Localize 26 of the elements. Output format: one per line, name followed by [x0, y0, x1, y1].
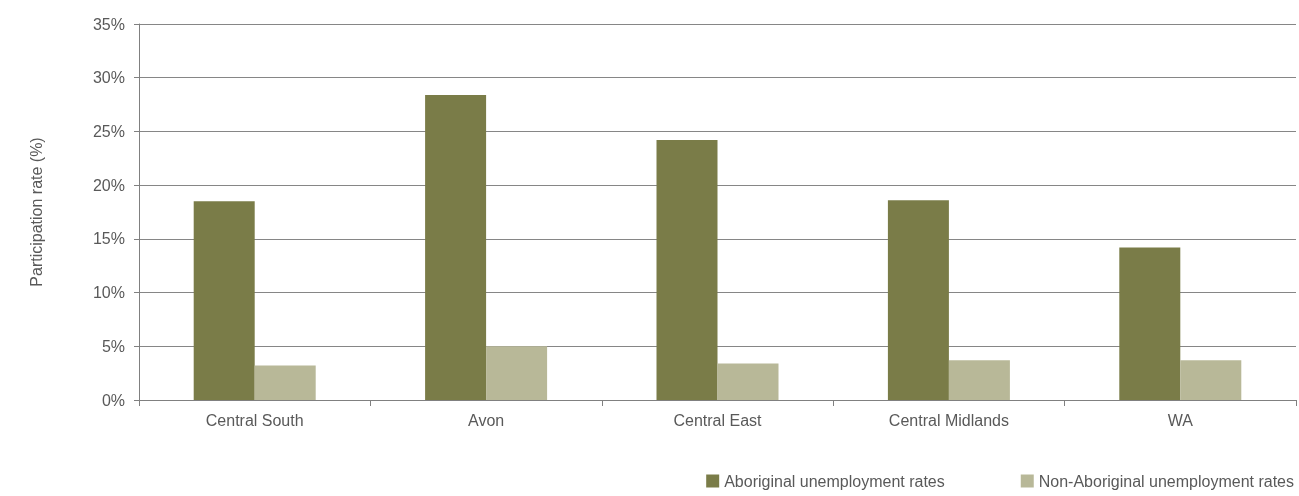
- y-tick-label: 10%: [92, 284, 125, 302]
- bar: [425, 94, 487, 400]
- x-tick-label: Avon: [468, 411, 505, 429]
- x-tick-label: Central Midlands: [888, 411, 1009, 429]
- bar: [193, 201, 255, 400]
- x-tick-label: Central South: [205, 411, 304, 429]
- bar: [948, 360, 1010, 400]
- y-tick-label: 35%: [92, 15, 125, 33]
- legend-label: Aboriginal unemployment rates: [724, 472, 945, 490]
- bar: [1180, 360, 1242, 400]
- bar: [656, 140, 718, 400]
- bar: [486, 346, 548, 400]
- bar: [887, 200, 949, 400]
- bar: [1119, 247, 1181, 400]
- y-axis-title: Participation rate (%): [27, 137, 45, 287]
- x-tick-label: Central East: [673, 411, 763, 429]
- y-tick-label: 20%: [92, 176, 125, 194]
- bar: [717, 363, 779, 400]
- y-tick-label: 30%: [92, 69, 125, 87]
- x-tick-label: WA: [1167, 411, 1194, 429]
- y-tick-label: 15%: [92, 230, 125, 248]
- y-tick-label: 0%: [101, 391, 125, 409]
- bar: [254, 365, 316, 400]
- legend-label: Non-Aboriginal unemployment rates: [1038, 472, 1295, 490]
- y-tick-label: 5%: [101, 337, 125, 355]
- y-tick-label: 25%: [92, 122, 125, 140]
